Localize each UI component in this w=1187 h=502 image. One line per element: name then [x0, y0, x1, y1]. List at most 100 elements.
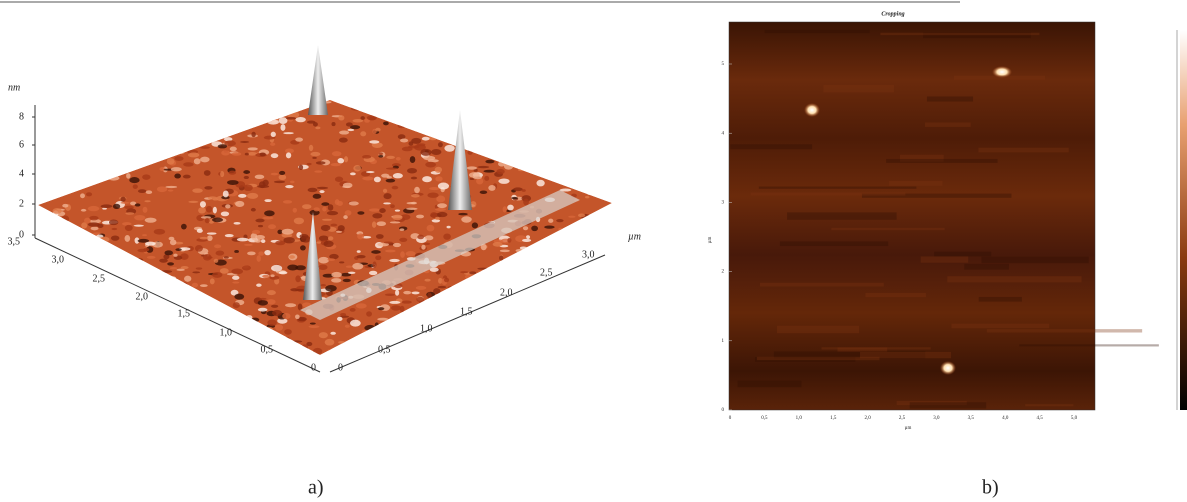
texture — [522, 226, 529, 231]
texture — [578, 343, 584, 351]
texture — [268, 224, 277, 230]
texture — [512, 124, 518, 132]
texture — [91, 165, 102, 171]
streak — [981, 256, 1089, 264]
texture — [447, 286, 454, 290]
texture — [220, 211, 230, 217]
texture — [476, 333, 482, 336]
texture — [539, 132, 548, 140]
texture — [251, 131, 256, 138]
afm-image — [728, 21, 1096, 411]
texture — [531, 107, 542, 115]
texture — [552, 162, 557, 168]
texture — [159, 328, 166, 333]
texture — [508, 265, 515, 269]
streak — [880, 32, 1040, 36]
texture — [369, 341, 376, 344]
texture — [567, 228, 573, 232]
texture — [193, 349, 200, 354]
texture — [432, 304, 438, 308]
texture — [163, 254, 170, 260]
streak — [821, 347, 931, 350]
particle — [804, 103, 820, 117]
texture — [59, 308, 71, 315]
texture — [67, 130, 72, 135]
texture — [71, 283, 81, 288]
texture — [180, 266, 189, 270]
texture — [243, 175, 249, 180]
texture — [234, 348, 244, 354]
x-tick-label: 2,5 — [93, 273, 106, 284]
texture — [386, 175, 392, 179]
texture — [166, 141, 174, 148]
texture — [55, 267, 61, 272]
texture — [241, 265, 251, 271]
texture — [62, 100, 74, 104]
texture — [464, 274, 477, 280]
texture — [284, 329, 292, 335]
texture — [156, 300, 166, 304]
texture — [572, 126, 583, 131]
texture — [255, 218, 265, 223]
texture — [437, 203, 448, 209]
texture — [120, 259, 127, 266]
texture — [498, 178, 510, 184]
texture — [140, 310, 148, 318]
texture — [68, 261, 74, 268]
texture — [590, 308, 597, 315]
texture — [257, 307, 268, 312]
texture — [508, 304, 520, 309]
texture — [223, 137, 233, 142]
texture — [327, 258, 336, 262]
texture — [220, 171, 225, 178]
texture — [455, 322, 460, 326]
texture — [391, 185, 399, 190]
texture — [41, 237, 47, 240]
texture — [87, 153, 100, 158]
texture — [105, 117, 118, 123]
streak — [779, 241, 889, 247]
texture — [285, 303, 297, 308]
texture — [106, 119, 116, 125]
x-tick-label: 3,5 — [968, 416, 975, 421]
texture — [38, 178, 44, 181]
texture — [604, 129, 612, 135]
texture — [226, 180, 239, 186]
texture — [152, 304, 158, 310]
texture — [297, 316, 307, 322]
texture — [529, 289, 537, 296]
texture — [544, 100, 549, 107]
texture — [172, 136, 183, 143]
texture — [176, 268, 185, 271]
texture — [295, 288, 305, 292]
texture — [521, 146, 533, 153]
texture — [127, 152, 136, 158]
texture — [447, 116, 460, 120]
texture — [40, 302, 52, 307]
texture — [167, 189, 174, 192]
texture — [585, 195, 590, 199]
texture — [461, 216, 472, 223]
y-tick-label: 2,0 — [500, 287, 513, 298]
texture — [557, 312, 562, 319]
texture — [414, 186, 420, 194]
texture — [315, 126, 321, 130]
texture — [160, 270, 173, 273]
y-tick-label: 1,5 — [460, 306, 473, 317]
texture — [535, 302, 547, 306]
streak — [860, 351, 952, 359]
texture — [391, 305, 402, 311]
texture — [52, 288, 59, 291]
texture — [372, 261, 377, 268]
texture — [574, 299, 584, 306]
texture — [166, 158, 175, 165]
x-tick-label: 0 — [311, 362, 316, 373]
texture — [582, 165, 592, 171]
texture — [447, 324, 457, 330]
texture — [422, 176, 432, 183]
texture — [122, 222, 132, 226]
texture — [277, 229, 283, 235]
texture — [271, 264, 283, 272]
